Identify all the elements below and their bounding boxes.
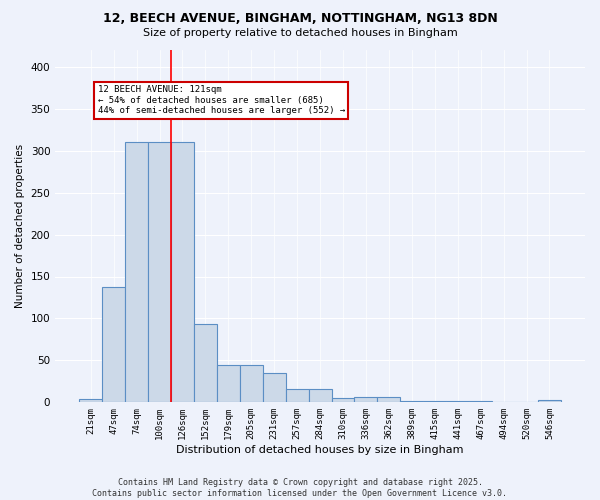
Bar <box>355 398 377 402</box>
Y-axis label: Number of detached properties: Number of detached properties <box>15 144 25 308</box>
Bar <box>171 142 194 402</box>
Text: Size of property relative to detached houses in Bingham: Size of property relative to detached ho… <box>143 28 457 38</box>
Text: 12 BEECH AVENUE: 121sqm
← 54% of detached houses are smaller (685)
44% of semi-d: 12 BEECH AVENUE: 121sqm ← 54% of detache… <box>98 85 345 115</box>
Bar <box>400 400 423 402</box>
Bar <box>308 389 332 402</box>
Bar <box>423 400 446 402</box>
Bar <box>446 400 469 402</box>
Bar <box>125 142 148 402</box>
Bar <box>332 398 355 402</box>
Bar <box>194 324 217 402</box>
Bar <box>377 398 400 402</box>
Bar <box>240 364 263 403</box>
Bar <box>538 400 561 402</box>
Bar <box>148 142 171 402</box>
Bar <box>217 364 240 403</box>
Text: 12, BEECH AVENUE, BINGHAM, NOTTINGHAM, NG13 8DN: 12, BEECH AVENUE, BINGHAM, NOTTINGHAM, N… <box>103 12 497 26</box>
X-axis label: Distribution of detached houses by size in Bingham: Distribution of detached houses by size … <box>176 445 464 455</box>
Text: Contains HM Land Registry data © Crown copyright and database right 2025.
Contai: Contains HM Land Registry data © Crown c… <box>92 478 508 498</box>
Bar <box>102 286 125 403</box>
Bar <box>263 373 286 402</box>
Bar <box>79 399 102 402</box>
Bar <box>286 389 308 402</box>
Bar <box>469 400 492 402</box>
